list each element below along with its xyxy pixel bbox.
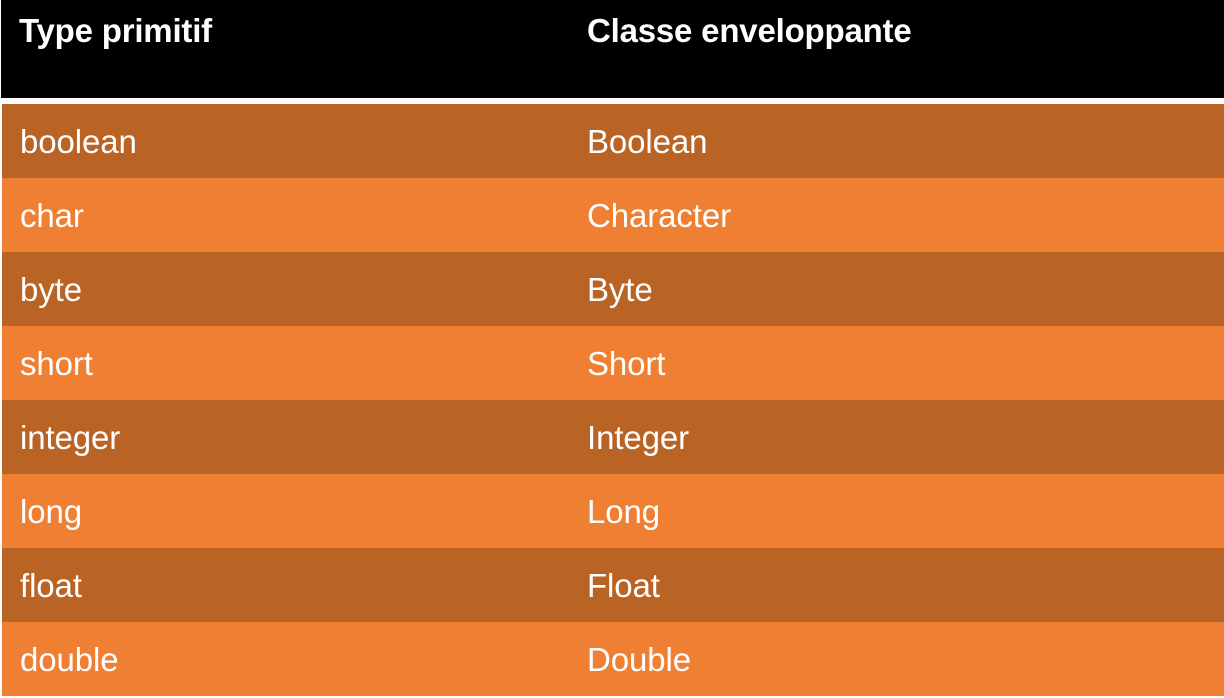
cell-wrapper-class: Float: [555, 548, 1224, 622]
cell-primitive-type: integer: [0, 400, 555, 474]
cell-wrapper-class: Boolean: [555, 104, 1224, 178]
cell-primitive-type: double: [0, 622, 555, 696]
cell-wrapper-class: Short: [555, 326, 1224, 400]
cell-primitive-type: byte: [0, 252, 555, 326]
table-row: integer Integer: [0, 400, 1224, 474]
cell-primitive-type: char: [0, 178, 555, 252]
cell-wrapper-class: Integer: [555, 400, 1224, 474]
header-row: Type primitif Classe enveloppante: [1, 0, 1224, 98]
cell-primitive-type: long: [0, 474, 555, 548]
table-row: short Short: [0, 326, 1224, 400]
column-header-classe-enveloppante: Classe enveloppante: [555, 0, 1224, 98]
table-header: Type primitif Classe enveloppante: [1, 0, 1224, 98]
cell-primitive-type: boolean: [0, 104, 555, 178]
separator-cell-right: [555, 98, 1224, 104]
table-body: boolean Boolean char Character byte Byte…: [0, 98, 1224, 696]
cell-wrapper-class: Long: [555, 474, 1224, 548]
separator-cell-left: [1, 98, 555, 104]
table-row: long Long: [0, 474, 1224, 548]
table-row: char Character: [0, 178, 1224, 252]
column-header-type-primitif: Type primitif: [1, 0, 555, 98]
table-row: float Float: [0, 548, 1224, 622]
cell-wrapper-class: Double: [555, 622, 1224, 696]
table-row: byte Byte: [0, 252, 1224, 326]
header-body-separator: [1, 98, 1224, 104]
cell-wrapper-class: Byte: [555, 252, 1224, 326]
cell-primitive-type: float: [0, 548, 555, 622]
cell-wrapper-class: Character: [555, 178, 1224, 252]
table-row: double Double: [0, 622, 1224, 696]
table-row: boolean Boolean: [0, 104, 1224, 178]
cell-primitive-type: short: [0, 326, 555, 400]
